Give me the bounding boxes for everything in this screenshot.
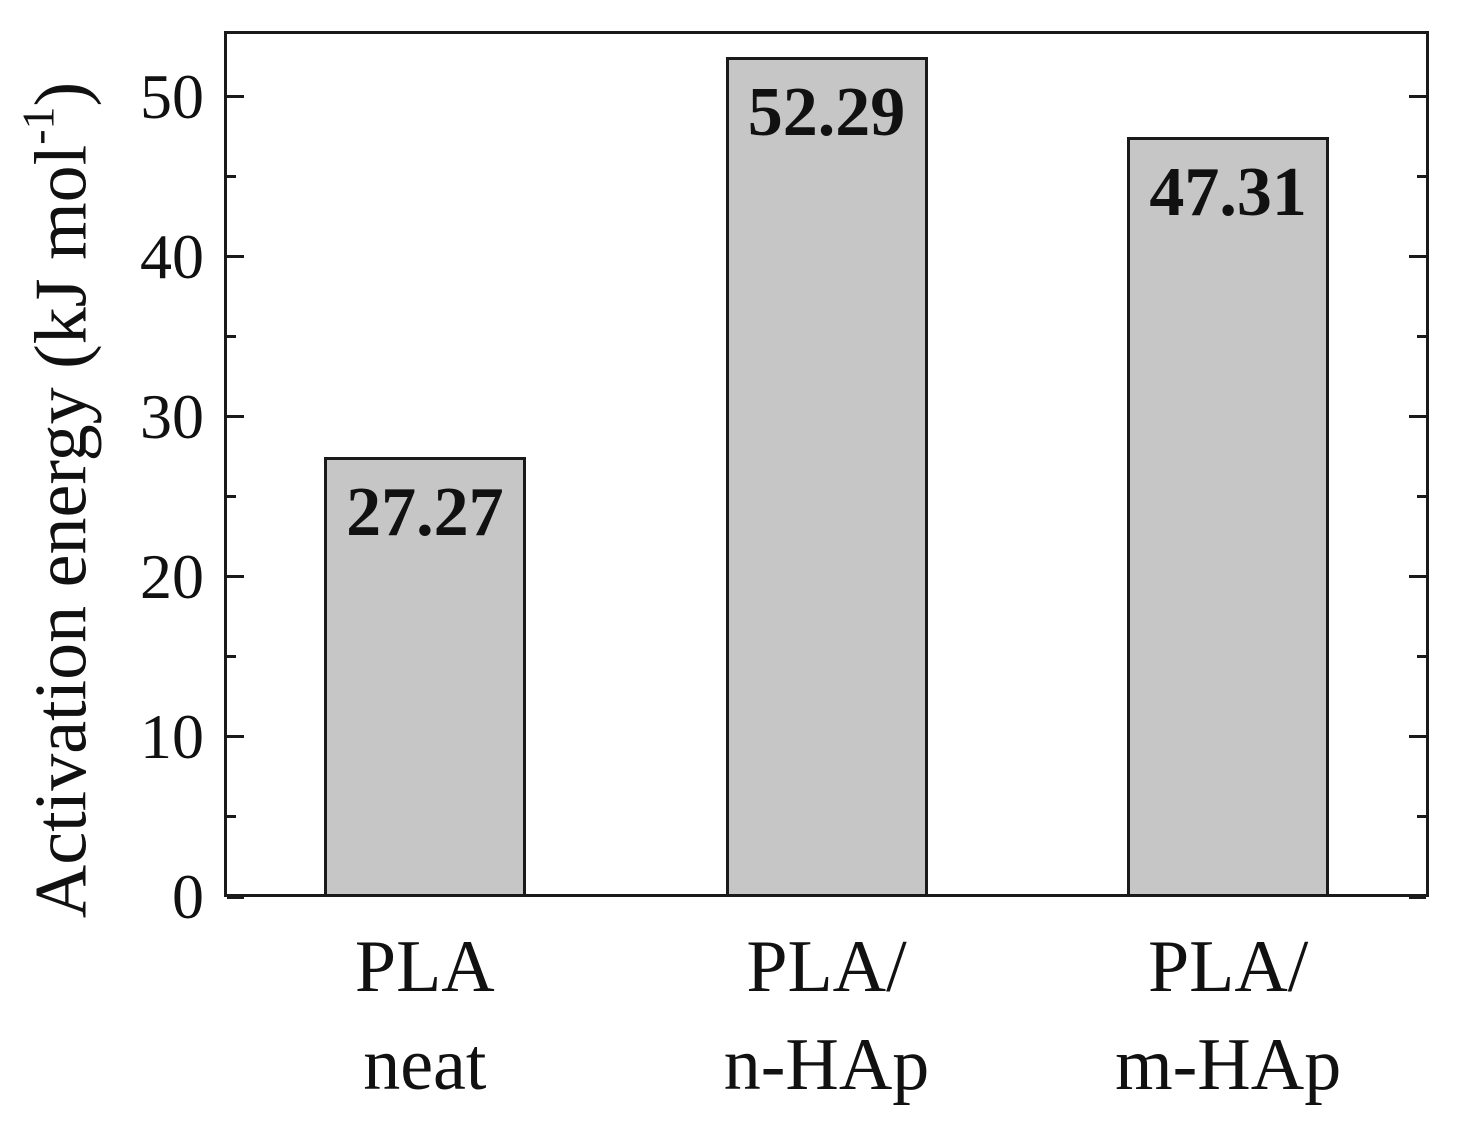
y-axis-major-tick — [1409, 415, 1426, 419]
plot-area: 27.27 52.29 47.31 — [224, 31, 1429, 899]
y-axis-minor-tick — [1417, 655, 1426, 659]
bar-value-label: 47.31 — [1149, 153, 1307, 231]
y-axis-minor-tick — [227, 655, 236, 659]
y-axis-minor-tick — [1417, 495, 1426, 499]
y-axis-minor-tick — [227, 175, 236, 179]
y-axis-minor-tick — [227, 335, 236, 339]
x-axis-category-label: PLA/ n-HAp — [723, 926, 930, 1107]
y-axis-minor-tick — [1417, 335, 1426, 339]
y-axis-tick-label: 0 — [172, 861, 204, 932]
y-axis-tick-label: 30 — [140, 380, 204, 452]
y-axis-tick-label: 20 — [140, 540, 204, 612]
y-axis-label: Activation energy (kJ mol-1) — [13, 82, 105, 918]
y-axis-minor-tick — [227, 815, 236, 819]
y-axis-major-tick — [1409, 95, 1426, 99]
y-axis-major-tick — [227, 95, 244, 99]
y-axis-minor-tick — [227, 495, 236, 499]
bar-value-label: 27.27 — [346, 474, 504, 552]
y-axis-major-tick — [227, 415, 244, 419]
y-axis-tick-label: 10 — [140, 700, 204, 772]
y-axis-major-tick — [227, 895, 244, 899]
bar: 52.29 — [725, 56, 928, 894]
y-axis-major-tick — [227, 575, 244, 579]
y-axis-major-tick — [1409, 735, 1426, 739]
y-axis-minor-tick — [1417, 815, 1426, 819]
y-axis-major-tick — [1409, 895, 1426, 899]
y-axis-major-tick — [227, 255, 244, 259]
bar: 27.27 — [323, 457, 526, 894]
y-axis-tick-label: 40 — [140, 220, 204, 292]
x-axis-category-label: PLA/ m-HAp — [1115, 926, 1342, 1107]
y-axis-minor-tick — [1417, 175, 1426, 179]
y-axis-major-tick — [1409, 255, 1426, 259]
bar-value-label: 52.29 — [747, 73, 906, 151]
y-axis-major-tick — [1409, 575, 1426, 579]
bar: 47.31 — [1127, 136, 1330, 894]
y-axis-major-tick — [227, 735, 244, 739]
x-axis-category-label: PLA neat — [354, 926, 495, 1107]
y-axis-tick-label: 50 — [140, 60, 204, 132]
